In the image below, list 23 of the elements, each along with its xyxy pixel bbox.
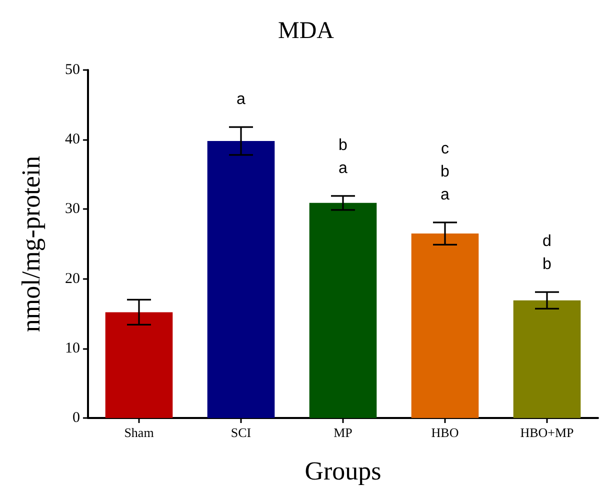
x-tick-label: Sham	[124, 425, 154, 440]
data-label: b a	[338, 136, 348, 177]
x-tick-label: MP	[334, 425, 352, 440]
y-tick-label: 20	[65, 270, 80, 287]
y-tick-label: 40	[65, 132, 80, 148]
x-tick-label: HBO+MP	[520, 425, 574, 440]
x-tick-label: SCI	[230, 425, 252, 440]
data-label: d b	[542, 233, 552, 274]
bar	[309, 202, 377, 418]
bar	[411, 234, 479, 418]
x-tick-label: HBO	[431, 425, 459, 440]
y-tick-label: 30	[65, 201, 80, 218]
bar	[513, 300, 581, 418]
bar	[207, 140, 275, 418]
y-tick-label: 0	[72, 410, 80, 426]
data-label: c b a	[440, 140, 450, 204]
x-axis-title: Groups	[304, 456, 382, 486]
chart-title: MDA	[278, 18, 335, 44]
y-tick-label: 50	[65, 62, 80, 78]
bar	[105, 312, 173, 418]
y-axis-title: nmol/mg-protein	[16, 156, 46, 332]
y-tick-label: 10	[65, 340, 80, 356]
data-label: a	[236, 91, 246, 108]
